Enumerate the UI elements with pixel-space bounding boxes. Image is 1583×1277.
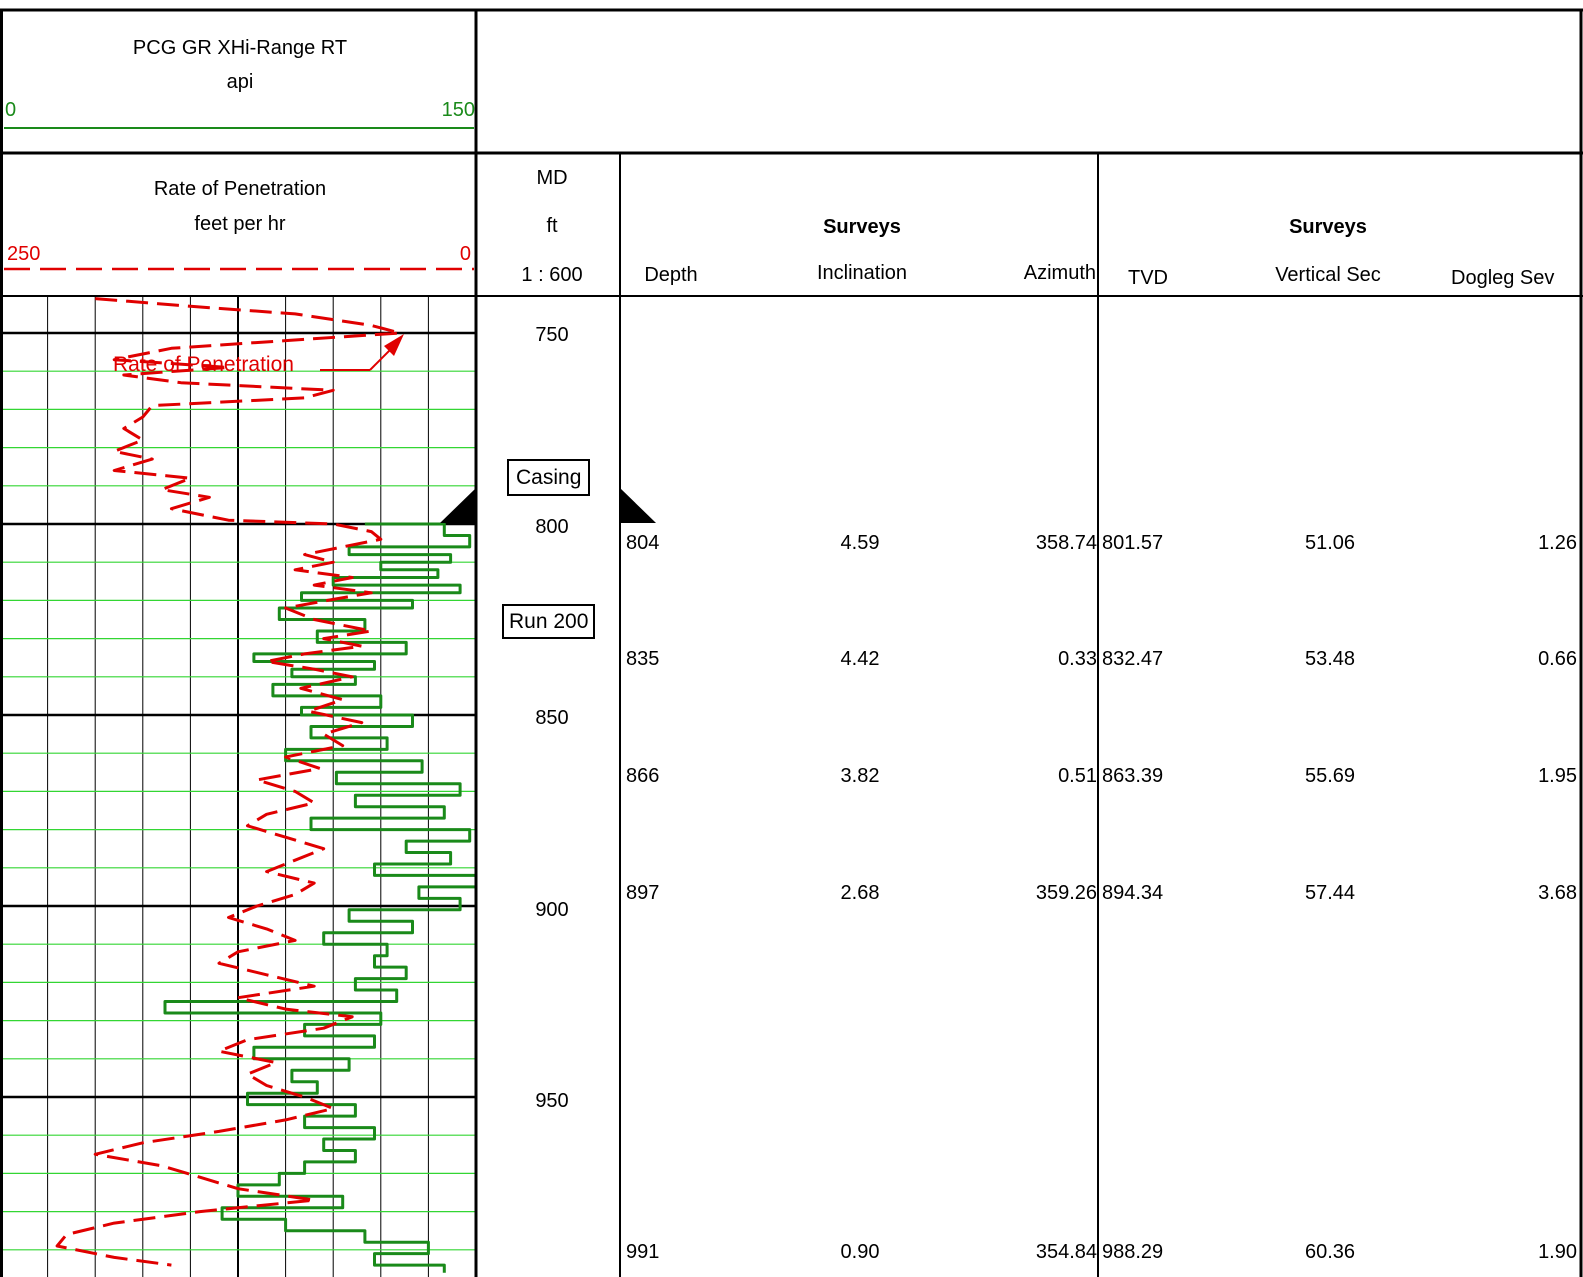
md-label: MD xyxy=(536,167,568,189)
survey-inclination: 2.68 xyxy=(840,882,880,904)
survey-depth: 866 xyxy=(626,765,660,787)
col-depth: Depth xyxy=(644,264,698,286)
rop-curve-label: Rate of Penetration xyxy=(113,353,294,376)
md-unit: ft xyxy=(546,215,558,237)
gr-scale-max: 150 xyxy=(441,99,475,121)
rop-unit: feet per hr xyxy=(194,213,286,235)
survey-azimuth: 354.84 xyxy=(1035,1241,1097,1263)
gr-scale-min: 0 xyxy=(5,99,17,121)
md-scale: 1 : 600 xyxy=(521,264,583,286)
rop-title: Rate of Penetration xyxy=(153,178,327,200)
survey-vertical-sec: 55.69 xyxy=(1304,765,1356,787)
surveys-left-title: Surveys xyxy=(823,216,901,238)
survey-tvd: 863.39 xyxy=(1102,765,1164,787)
casing-shoe-right xyxy=(620,488,656,523)
survey-dogleg-sev: 1.95 xyxy=(1538,765,1577,787)
survey-tvd: 801.57 xyxy=(1102,532,1164,554)
surveys-right-title: Surveys xyxy=(1289,216,1367,238)
survey-dogleg-sev: 0.66 xyxy=(1538,648,1577,670)
gr-curve xyxy=(163,522,478,1273)
survey-vertical-sec: 60.36 xyxy=(1304,1241,1356,1263)
survey-tvd: 988.29 xyxy=(1102,1241,1164,1263)
gr-title: PCG GR XHi-Range RT xyxy=(132,37,348,59)
rop-scale-min: 250 xyxy=(7,243,41,265)
depth-label: 800 xyxy=(535,516,569,538)
survey-azimuth: 0.33 xyxy=(1058,648,1097,670)
col-dogleg-sev: Dogleg Sev xyxy=(1451,267,1555,289)
survey-azimuth: 0.51 xyxy=(1058,765,1097,787)
survey-depth: 804 xyxy=(626,532,660,554)
survey-vertical-sec: 51.06 xyxy=(1304,532,1356,554)
rop-arrow-head xyxy=(384,334,404,356)
survey-dogleg-sev: 1.90 xyxy=(1538,1241,1577,1263)
survey-depth: 897 xyxy=(626,882,660,904)
rop-scale-max: 0 xyxy=(459,243,471,265)
run-marker: Run 200 xyxy=(502,604,596,639)
depth-label: 900 xyxy=(535,899,569,921)
depth-label: 950 xyxy=(535,1090,569,1112)
survey-vertical-sec: 53.48 xyxy=(1304,648,1356,670)
survey-dogleg-sev: 1.26 xyxy=(1538,532,1577,554)
depth-label: 850 xyxy=(535,707,569,729)
depth-label: 750 xyxy=(535,324,569,346)
survey-vertical-sec: 57.44 xyxy=(1304,882,1356,904)
survey-inclination: 0.90 xyxy=(840,1241,880,1263)
col-azimuth: Azimuth xyxy=(1023,262,1096,284)
gr-unit: api xyxy=(226,71,254,93)
casing-shoe-left xyxy=(440,488,476,523)
col-inclination: Inclination xyxy=(816,262,908,284)
casing-marker: Casing xyxy=(507,459,591,496)
col-vertical-sec: Vertical Sec xyxy=(1275,264,1381,286)
survey-inclination: 3.82 xyxy=(840,765,880,787)
survey-inclination: 4.59 xyxy=(840,532,880,554)
rop-curve xyxy=(55,297,402,1267)
survey-depth: 835 xyxy=(626,648,660,670)
survey-tvd: 894.34 xyxy=(1102,882,1164,904)
survey-depth: 991 xyxy=(626,1241,660,1263)
survey-azimuth: 358.74 xyxy=(1035,532,1097,554)
survey-inclination: 4.42 xyxy=(840,648,880,670)
survey-tvd: 832.47 xyxy=(1102,648,1164,670)
col-tvd: TVD xyxy=(1128,267,1168,289)
survey-azimuth: 359.26 xyxy=(1035,882,1097,904)
survey-dogleg-sev: 3.68 xyxy=(1538,882,1577,904)
